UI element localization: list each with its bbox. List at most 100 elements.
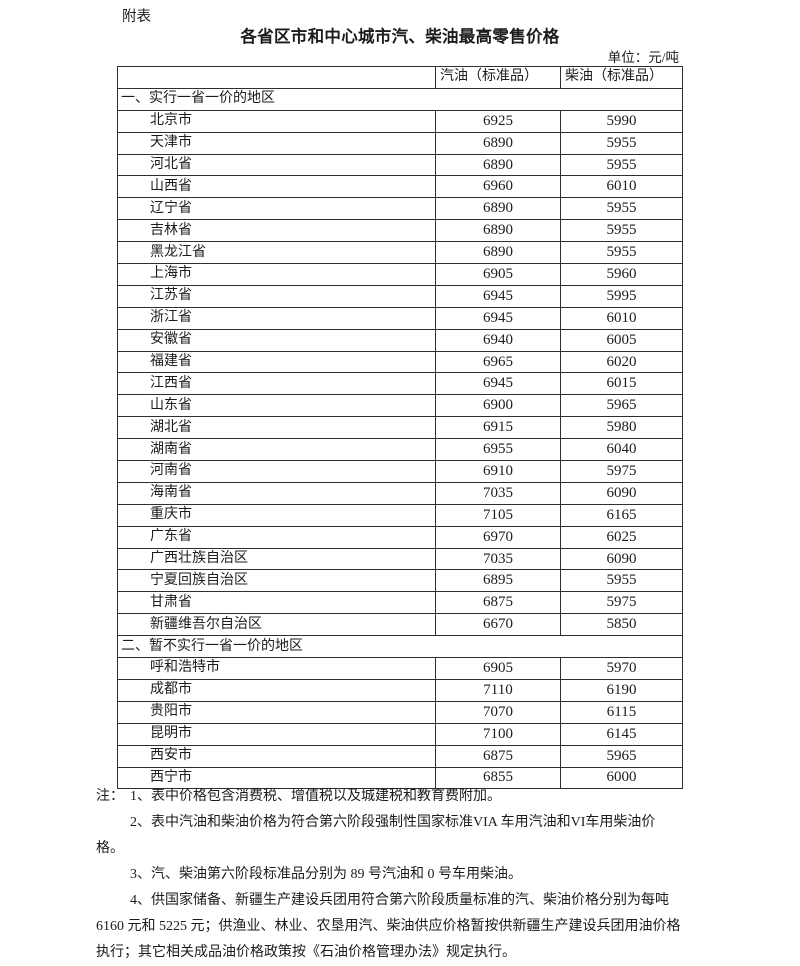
- table-row: 浙江省 6945 6010: [117, 306, 683, 330]
- diesel-price-cell: 5955: [560, 153, 683, 177]
- region-cell: 河北省: [117, 153, 436, 177]
- table-row: 呼和浩特市 6905 5970: [117, 657, 683, 680]
- region-cell: 浙江省: [117, 306, 436, 330]
- diesel-price-cell: 6005: [560, 328, 683, 352]
- diesel-price-cell: 6015: [560, 372, 683, 396]
- gasoline-column-header: 汽油（标准品）: [435, 66, 561, 89]
- diesel-price-cell: 5955: [560, 569, 683, 593]
- table-row: 重庆市 7105 6165: [117, 503, 683, 527]
- region-cell: 河南省: [117, 460, 436, 483]
- diesel-price-cell: 5970: [560, 657, 683, 680]
- diesel-price-cell: 5965: [560, 744, 683, 768]
- price-table-body: 一、实行一省一价的地区 北京市 6925 5990 天津市 6890 5955 河北省 6890…: [117, 87, 683, 790]
- table-row: 广西壮族自治区 7035 6090: [117, 547, 683, 571]
- table-row: 湖南省 6955 6040: [117, 438, 683, 462]
- section-header-row: 一、实行一省一价的地区: [117, 87, 683, 111]
- gasoline-price-cell: 6945: [435, 372, 561, 396]
- table-row: 海南省 7035 6090: [117, 481, 683, 505]
- gasoline-price-cell: 7070: [435, 700, 561, 724]
- table-row: 黑龙江省 6890 5955: [117, 241, 683, 265]
- diesel-price-cell: 5990: [560, 109, 683, 133]
- note-line: 3、汽、柴油第六阶段标准品分别为 89 号汽油和 0 号车用柴油。: [130, 867, 522, 882]
- note-line: 执行；其它相关成品油价格政策按《石油价格管理办法》规定执行。: [96, 945, 516, 960]
- table-row: 辽宁省 6890 5955: [117, 197, 683, 221]
- gasoline-price-cell: 6955: [435, 438, 561, 462]
- region-cell: 江西省: [117, 372, 436, 396]
- diesel-price-cell: 5980: [560, 416, 683, 440]
- table-row: 河北省 6890 5955: [117, 153, 683, 177]
- table-row: 湖北省 6915 5980: [117, 416, 683, 440]
- region-cell: 北京市: [117, 109, 436, 133]
- diesel-price-cell: 5975: [560, 460, 683, 483]
- section-header-row: 二、暂不实行一省一价的地区: [117, 635, 683, 659]
- region-cell: 广东省: [117, 525, 436, 549]
- diesel-price-cell: 6165: [560, 503, 683, 527]
- note-line: 4、供国家储备、新疆生产建设兵团用符合第六阶段质量标准的汽、柴油价格分别为每吨: [130, 893, 669, 908]
- gasoline-price-cell: 6875: [435, 591, 561, 615]
- region-cell: 昆明市: [117, 722, 436, 746]
- diesel-price-cell: 5955: [560, 241, 683, 265]
- note-label: 注：: [96, 789, 124, 804]
- gasoline-price-cell: 6895: [435, 569, 561, 593]
- diesel-price-cell: 6190: [560, 678, 683, 702]
- gasoline-price-cell: 6925: [435, 109, 561, 133]
- region-cell: 西宁市: [117, 766, 436, 790]
- region-cell: 吉林省: [117, 219, 436, 243]
- section-header-cell: 一、实行一省一价的地区: [117, 87, 683, 111]
- table-row: 山东省 6900 5965: [117, 394, 683, 418]
- region-cell: 黑龙江省: [117, 241, 436, 265]
- region-cell: 湖北省: [117, 416, 436, 440]
- diesel-price-cell: 6115: [560, 700, 683, 724]
- region-cell: 西安市: [117, 744, 436, 768]
- note-line: 格。: [96, 841, 124, 856]
- gasoline-price-cell: 7100: [435, 722, 561, 746]
- region-cell: 辽宁省: [117, 197, 436, 221]
- table-row: 天津市 6890 5955: [117, 131, 683, 155]
- region-cell: 成都市: [117, 678, 436, 702]
- region-cell: 江苏省: [117, 284, 436, 308]
- gasoline-price-cell: 6670: [435, 613, 561, 637]
- region-cell: 贵阳市: [117, 700, 436, 724]
- diesel-price-cell: 5955: [560, 131, 683, 155]
- table-row: 上海市 6905 5960: [117, 263, 683, 286]
- region-cell: 海南省: [117, 481, 436, 505]
- region-cell: 安徽省: [117, 328, 436, 352]
- region-cell: 湖南省: [117, 438, 436, 462]
- gasoline-price-cell: 6855: [435, 766, 561, 790]
- table-row: 昆明市 7100 6145: [117, 722, 683, 746]
- diesel-column-header: 柴油（标准品）: [560, 66, 683, 89]
- gasoline-price-cell: 6905: [435, 263, 561, 286]
- region-cell: 呼和浩特市: [117, 657, 436, 680]
- annex-label: 附表: [122, 9, 151, 25]
- region-cell: 山东省: [117, 394, 436, 418]
- gasoline-price-cell: 6945: [435, 284, 561, 308]
- gasoline-price-cell: 6965: [435, 350, 561, 374]
- region-cell: 广西壮族自治区: [117, 547, 436, 571]
- region-cell: 福建省: [117, 350, 436, 374]
- table-row: 河南省 6910 5975: [117, 460, 683, 483]
- gasoline-price-cell: 6890: [435, 219, 561, 243]
- gasoline-price-cell: 6945: [435, 306, 561, 330]
- gasoline-price-cell: 6890: [435, 153, 561, 177]
- gasoline-price-cell: 7035: [435, 547, 561, 571]
- diesel-price-cell: 6020: [560, 350, 683, 374]
- diesel-price-cell: 6145: [560, 722, 683, 746]
- table-row: 山西省 6960 6010: [117, 175, 683, 199]
- gasoline-price-cell: 6960: [435, 175, 561, 199]
- diesel-price-cell: 5955: [560, 197, 683, 221]
- gasoline-price-cell: 6890: [435, 131, 561, 155]
- diesel-price-cell: 6090: [560, 481, 683, 505]
- table-row: 西安市 6875 5965: [117, 744, 683, 768]
- diesel-price-cell: 5955: [560, 219, 683, 243]
- region-cell: 上海市: [117, 263, 436, 286]
- table-row: 北京市 6925 5990: [117, 109, 683, 133]
- gasoline-price-cell: 6890: [435, 197, 561, 221]
- diesel-price-cell: 6010: [560, 175, 683, 199]
- diesel-price-cell: 5965: [560, 394, 683, 418]
- gasoline-price-cell: 6915: [435, 416, 561, 440]
- gasoline-price-cell: 6905: [435, 657, 561, 680]
- region-cell: 甘肃省: [117, 591, 436, 615]
- note-line: 6160 元和 5225 元；供渔业、林业、农垦用汽、柴油供应价格暂按供新疆生产…: [96, 919, 681, 934]
- diesel-price-cell: 6010: [560, 306, 683, 330]
- table-row: 贵阳市 7070 6115: [117, 700, 683, 724]
